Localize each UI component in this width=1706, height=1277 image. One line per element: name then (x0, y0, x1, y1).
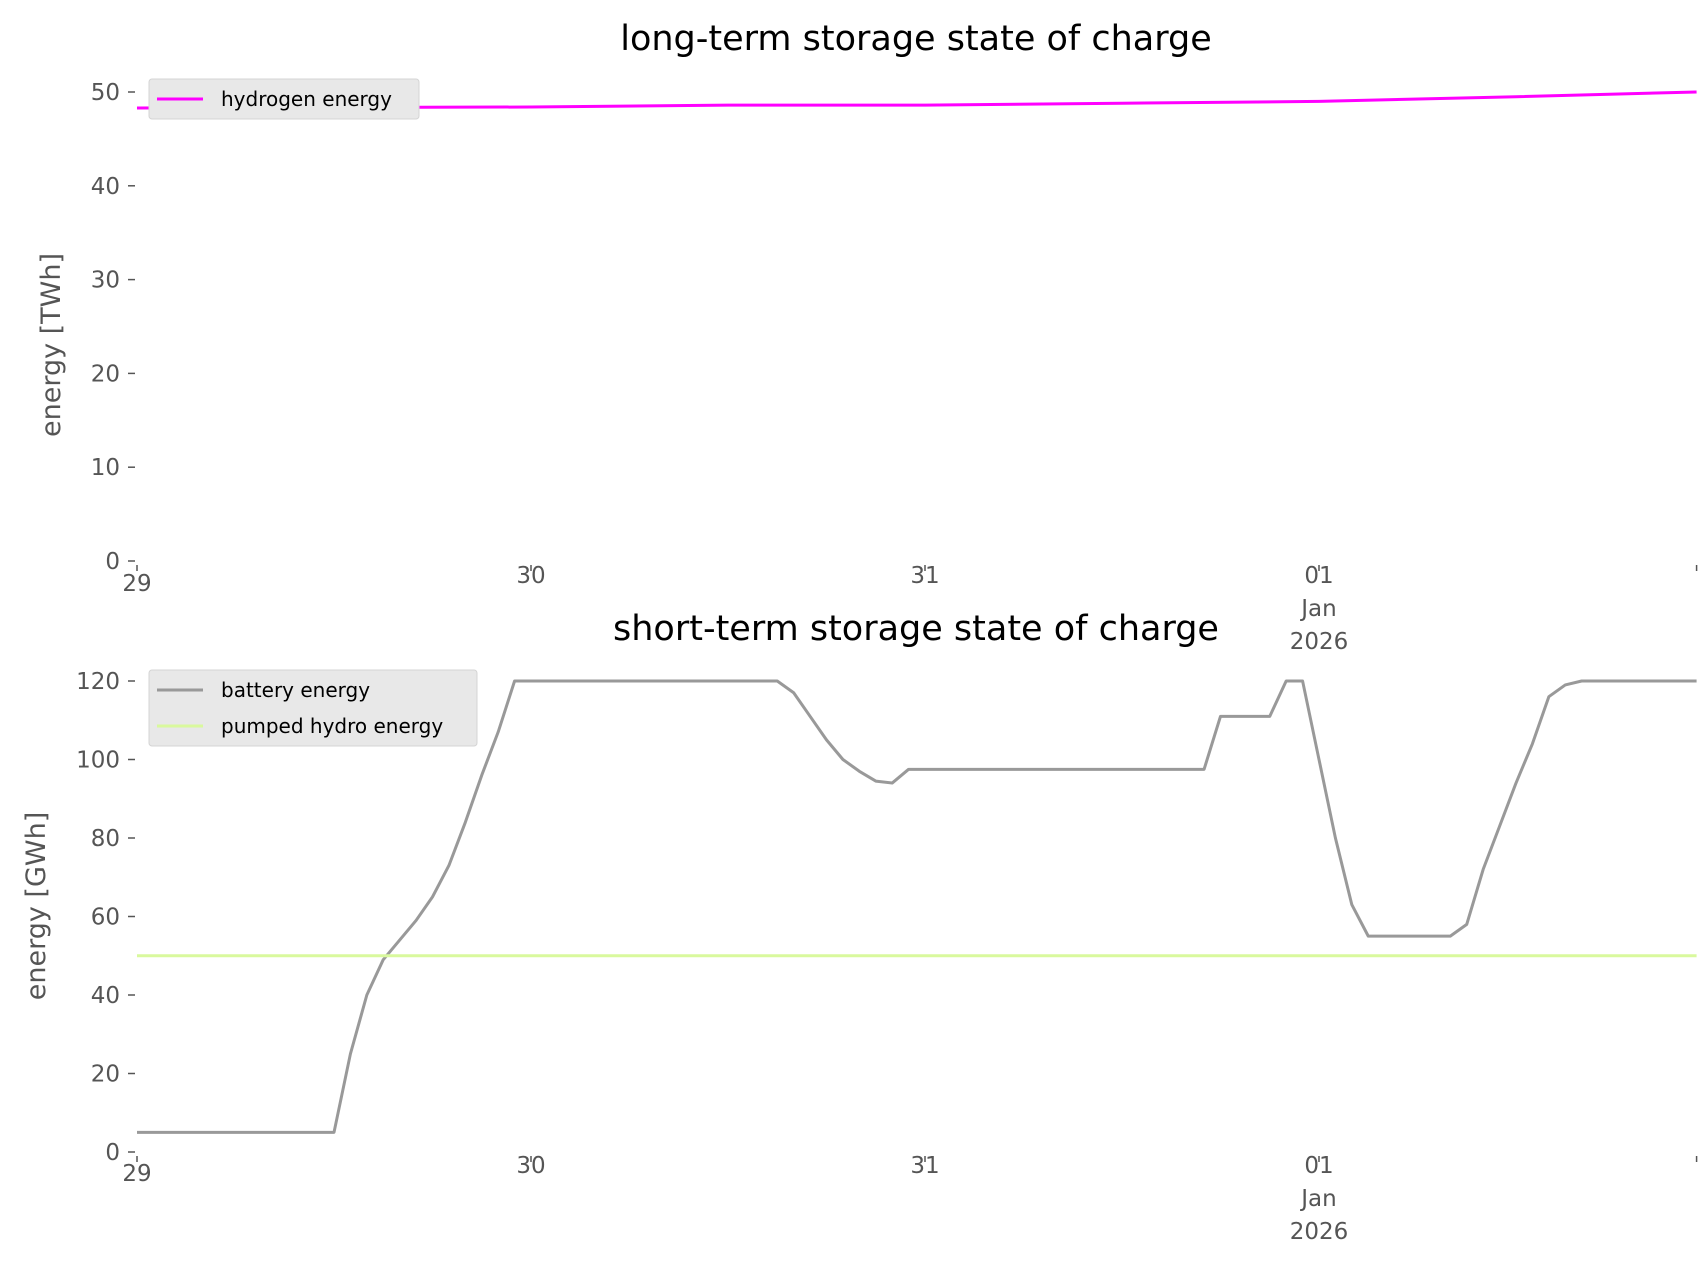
long-term-panel: long-term storage state of charge energy… (36, 19, 1698, 655)
legend-label: pumped hydro energy (221, 714, 443, 738)
y-tick-label: 60 (91, 905, 120, 931)
y-tick-label: 120 (76, 669, 120, 695)
y-tick-label: 0 (105, 549, 120, 575)
chart-title: long-term storage state of charge (620, 19, 1212, 59)
short-term-panel: short-term storage state of charge energ… (21, 609, 1698, 1245)
y-tick-label: 40 (91, 983, 120, 1009)
x-tick-label: 01 (1304, 1153, 1333, 1179)
legend-box (148, 669, 478, 747)
x-tick-label: Jan (1299, 1186, 1336, 1212)
series-line-battery-energy (137, 679, 1697, 1134)
y-tick-label: 20 (91, 361, 120, 387)
y-axis-label: energy [GWh] (21, 812, 52, 1000)
x-tick-label: Jan (1299, 596, 1336, 622)
chart-title: short-term storage state of charge (613, 609, 1219, 649)
y-tick-label: 30 (91, 268, 120, 294)
series-line-hydrogen-energy (136, 90, 1697, 110)
y-tick-label: 80 (91, 826, 120, 852)
y-tick-label: 0 (105, 1140, 120, 1166)
x-tick-label: 2026 (1290, 629, 1349, 655)
y-axis-label: energy [TWh] (36, 253, 67, 437)
y-tick-label: 40 (91, 174, 120, 200)
x-tick-label: 29 (122, 1161, 151, 1187)
x-tick-label: 30 (516, 1153, 545, 1179)
x-tick-label: 2026 (1290, 1219, 1349, 1245)
x-tick-label: 31 (910, 563, 939, 589)
x-tick-label: 31 (910, 1153, 939, 1179)
legend-box (148, 78, 420, 120)
x-tick-label: 30 (516, 563, 545, 589)
y-tick-label: 10 (91, 455, 120, 481)
x-tick-label: 29 (122, 571, 151, 597)
x-tick-label: 01 (1304, 563, 1333, 589)
y-tick-label: 50 (91, 80, 120, 106)
y-tick-label: 100 (76, 748, 120, 774)
y-tick-label: 20 (91, 1062, 120, 1088)
legend-label: hydrogen energy (221, 87, 392, 111)
legend-label: battery energy (221, 678, 370, 702)
